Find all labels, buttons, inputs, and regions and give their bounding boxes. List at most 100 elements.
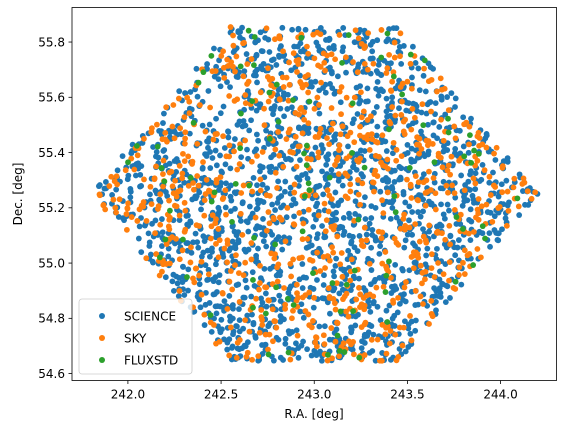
data-point-sky <box>134 152 141 159</box>
data-point-sky <box>305 206 312 213</box>
data-point-sky <box>284 205 291 211</box>
data-point-sky <box>491 150 497 157</box>
data-point-sky <box>255 353 262 360</box>
data-point-sky <box>443 182 450 189</box>
data-point-sky <box>291 181 298 188</box>
data-point-sky <box>272 146 279 153</box>
data-point-sky <box>407 313 413 319</box>
data-point-science <box>200 233 207 240</box>
data-point-science <box>369 48 376 55</box>
data-point-science <box>208 328 215 335</box>
data-point-science <box>389 204 396 211</box>
data-point-sky <box>168 168 175 175</box>
data-point-sky <box>293 57 300 64</box>
data-point-sky <box>347 188 354 195</box>
data-point-science <box>304 175 311 182</box>
data-point-science <box>434 245 440 252</box>
data-point-sky <box>263 25 270 32</box>
data-point-science <box>387 215 394 222</box>
data-point-sky <box>157 221 164 228</box>
data-point-science <box>357 147 364 154</box>
data-point-sky <box>177 187 184 194</box>
data-point-sky <box>312 192 319 199</box>
data-point-sky <box>357 132 363 139</box>
data-point-sky <box>470 229 477 235</box>
data-point-science <box>273 62 280 68</box>
data-point-sky <box>456 264 463 271</box>
data-point-science <box>491 213 498 220</box>
data-point-science <box>235 229 242 235</box>
data-point-sky <box>528 195 535 202</box>
data-point-science <box>159 243 165 249</box>
data-point-fluxstd <box>326 174 333 181</box>
data-point-sky <box>511 175 518 182</box>
data-point-sky <box>474 246 481 252</box>
data-point-sky <box>315 154 322 161</box>
data-point-sky <box>422 276 428 283</box>
data-point-science <box>232 136 238 142</box>
data-point-sky <box>434 230 441 236</box>
data-point-science <box>478 176 485 183</box>
data-point-science <box>486 230 493 237</box>
data-point-sky <box>257 262 263 269</box>
data-point-science <box>312 144 319 151</box>
data-point-sky <box>324 187 331 194</box>
data-point-science <box>137 171 144 178</box>
data-point-science <box>289 329 296 335</box>
data-point-science <box>387 112 394 119</box>
data-point-sky <box>205 271 212 278</box>
data-point-science <box>321 323 328 330</box>
data-point-science <box>422 88 429 95</box>
data-point-science <box>460 114 467 121</box>
data-point-sky <box>417 262 424 269</box>
data-point-science <box>162 162 169 169</box>
data-point-sky <box>361 352 368 358</box>
y-tick-label: 55.6 <box>38 91 65 105</box>
data-point-science <box>487 243 493 250</box>
data-point-sky <box>419 280 425 287</box>
data-point-science <box>252 39 259 46</box>
data-point-science <box>399 265 406 272</box>
data-point-sky <box>122 167 129 174</box>
data-point-science <box>348 326 355 333</box>
data-point-science <box>442 299 449 306</box>
data-point-science <box>217 110 224 117</box>
data-point-sky <box>490 182 497 189</box>
data-point-fluxstd <box>407 51 414 58</box>
data-point-science <box>196 281 203 288</box>
data-point-sky <box>428 76 435 83</box>
data-point-sky <box>196 223 203 229</box>
data-point-science <box>401 244 408 251</box>
data-point-sky <box>397 84 404 90</box>
data-point-science <box>313 235 320 242</box>
data-point-sky <box>223 211 229 218</box>
data-point-sky <box>358 89 364 96</box>
data-point-science <box>236 306 242 312</box>
y-tick-label: 55.2 <box>38 201 65 215</box>
data-point-sky <box>465 230 472 237</box>
data-point-science <box>281 188 288 195</box>
data-point-science <box>310 286 317 292</box>
data-point-fluxstd <box>392 209 399 216</box>
data-point-sky <box>414 141 420 148</box>
data-point-science <box>502 215 509 222</box>
data-point-sky <box>382 163 389 170</box>
data-point-science <box>447 232 454 239</box>
data-point-science <box>367 70 374 77</box>
data-point-sky <box>483 144 490 151</box>
data-point-science <box>276 272 283 279</box>
data-point-sky <box>131 166 138 173</box>
legend-label-fluxstd: FLUXSTD <box>124 354 178 368</box>
data-point-sky <box>429 141 436 147</box>
data-point-sky <box>359 180 366 187</box>
data-point-science <box>386 199 393 206</box>
data-point-science <box>153 149 160 155</box>
data-point-fluxstd <box>265 351 272 358</box>
data-point-sky <box>234 166 241 173</box>
data-point-sky <box>221 245 228 252</box>
data-point-sky <box>257 176 264 183</box>
data-point-science <box>391 323 398 329</box>
data-point-science <box>331 133 338 140</box>
data-point-sky <box>337 131 344 138</box>
data-point-sky <box>176 162 183 169</box>
